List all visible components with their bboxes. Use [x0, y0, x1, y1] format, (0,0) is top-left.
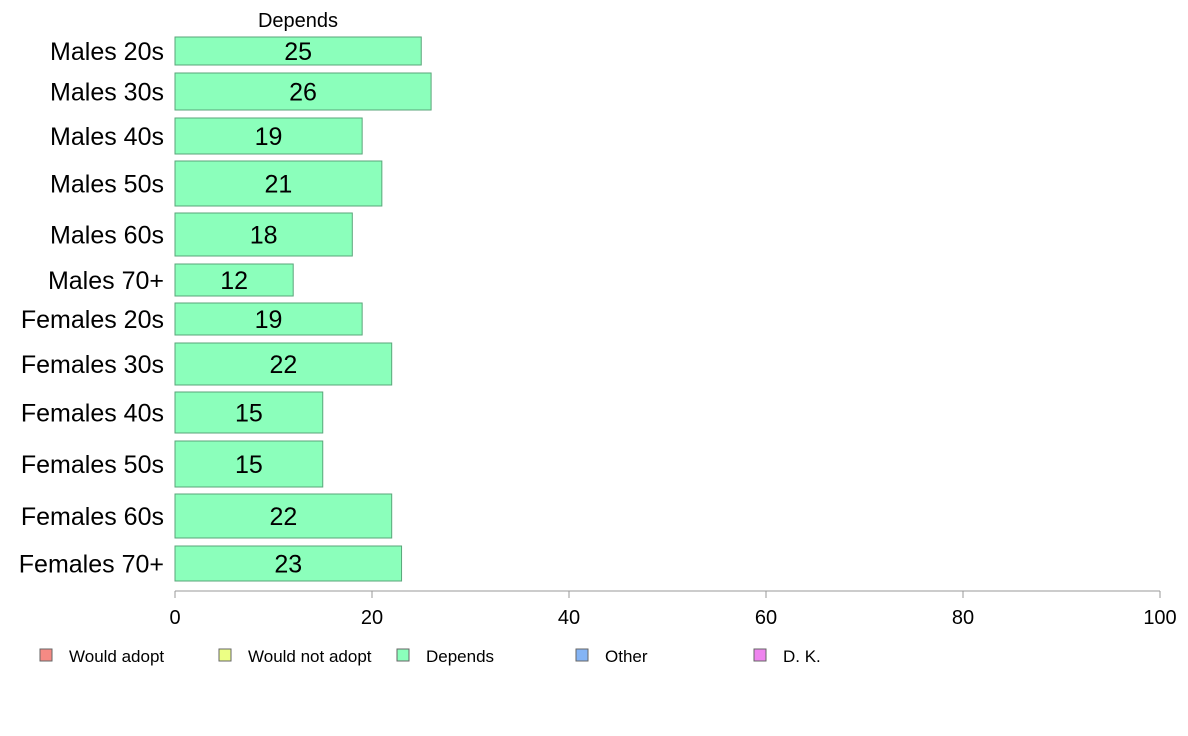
bar — [174, 160, 383, 207]
x-axis: 0 20 40 60 80 100 — [169, 590, 1177, 629]
legend-label: D. K. — [783, 647, 821, 666]
x-tick-label: 0 — [169, 607, 180, 629]
x-tick-label: 60 — [755, 607, 777, 629]
category-label: Males 70+ — [48, 267, 164, 295]
bar-value-label: 22 — [269, 503, 297, 531]
bar — [174, 117, 363, 155]
bar-value-label: 15 — [235, 451, 263, 479]
category-label: Females 60s — [21, 503, 164, 531]
category-label: Males 60s — [50, 222, 164, 250]
x-tick-label: 80 — [952, 607, 974, 629]
bar — [174, 72, 432, 111]
bar-value-label: 15 — [235, 400, 263, 428]
legend-swatch — [753, 648, 767, 662]
category-label: Males 40s — [50, 123, 164, 151]
bar — [174, 391, 324, 434]
bar — [174, 342, 393, 386]
bar-value-label: 21 — [265, 171, 293, 199]
legend-swatch — [396, 648, 410, 662]
category-label: Females 40s — [21, 400, 164, 428]
legend-swatch — [218, 648, 232, 662]
bar — [174, 263, 294, 297]
x-tick-label: 20 — [361, 607, 383, 629]
x-tick-label: 100 — [1143, 607, 1176, 629]
legend-label: Depends — [426, 647, 494, 666]
bar-value-label: 19 — [255, 306, 283, 334]
category-label: Males 50s — [50, 171, 164, 199]
series-title: Depends — [258, 10, 338, 32]
bar-value-label: 12 — [220, 267, 248, 295]
category-label: Females 50s — [21, 451, 164, 479]
bar-value-label: 22 — [269, 351, 297, 379]
bar-value-label: 19 — [255, 123, 283, 151]
legend-label: Would not adopt — [248, 647, 372, 666]
bar-value-label: 23 — [274, 551, 302, 579]
legend-swatch — [575, 648, 589, 662]
bar — [174, 302, 363, 336]
bar — [174, 493, 393, 539]
legend-swatch — [39, 648, 53, 662]
bars-group: Males 20s 25 Males 30s 26 Males 40s 19 Males 5… — [19, 36, 432, 582]
bar — [174, 212, 353, 257]
category-label: Females 20s — [21, 306, 164, 334]
legend: Would adopt Would not adopt Depends Other D.… — [39, 647, 821, 666]
category-label: Females 30s — [21, 351, 164, 379]
bar-value-label: 25 — [284, 38, 312, 66]
bar-value-label: 18 — [250, 222, 278, 250]
bar — [174, 440, 324, 488]
bar — [174, 36, 422, 66]
legend-label: Would adopt — [69, 647, 164, 666]
bar — [174, 545, 403, 582]
x-tick-label: 40 — [558, 607, 580, 629]
category-label: Males 20s — [50, 38, 164, 66]
category-label: Females 70+ — [19, 551, 164, 579]
category-label: Males 30s — [50, 79, 164, 107]
legend-label: Other — [605, 647, 648, 666]
bar-value-label: 26 — [289, 79, 317, 107]
